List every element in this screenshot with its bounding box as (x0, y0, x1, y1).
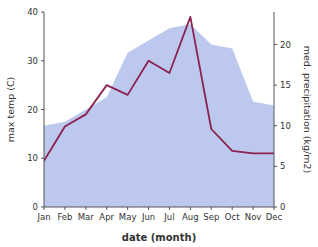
y2-tick-label: 0 (280, 202, 285, 212)
x-tick (190, 207, 191, 210)
y2-tick-label: 5 (280, 161, 285, 171)
x-tick (64, 207, 65, 210)
y2-tick (274, 207, 277, 208)
x-tick-label: Mar (78, 212, 95, 222)
y-tick (41, 12, 44, 13)
x-tick (85, 207, 86, 210)
y-tick (41, 207, 44, 208)
y2-axis-label: med. precipitation (kg/m2) (302, 46, 313, 173)
x-tick (211, 207, 212, 210)
x-tick-label: May (119, 212, 137, 222)
y-tick (41, 60, 44, 61)
x-tick-label: Jul (163, 212, 174, 222)
x-tick-label: Oct (225, 212, 240, 222)
x-tick (253, 207, 254, 210)
x-tick-label: Jan (36, 212, 50, 222)
y2-tick (274, 44, 277, 45)
x-tick-label: Apr (99, 212, 114, 222)
y-axis-label: max temp (C) (5, 77, 16, 143)
y-tick-label: 10 (27, 153, 38, 163)
chart: JanFebMarAprMayJunJulAugSepOctNovDec0102… (0, 0, 318, 247)
x-tick-label: Feb (57, 212, 72, 222)
x-tick-label: Jun (141, 212, 155, 222)
y-tick-label: 0 (33, 202, 38, 212)
y-tick-label: 40 (27, 7, 38, 17)
x-tick-label: Dec (266, 212, 283, 222)
y2-tick-label: 20 (280, 40, 291, 50)
x-tick-label: Sep (203, 212, 219, 222)
y-tick (41, 158, 44, 159)
x-tick (148, 207, 149, 210)
x-tick-label: Aug (182, 212, 199, 222)
y2-tick (274, 166, 277, 167)
x-tick (232, 207, 233, 210)
x-axis-label: date (month) (122, 232, 196, 243)
y-tick-label: 30 (27, 56, 38, 66)
area (44, 24, 274, 207)
y-tick (41, 109, 44, 110)
plot-area (44, 17, 274, 207)
y2-tick (274, 125, 277, 126)
y2-tick-label: 10 (280, 121, 291, 131)
x-tick-label: Nov (245, 212, 262, 222)
x-tick (169, 207, 170, 210)
x-tick (127, 207, 128, 210)
y2-tick-label: 15 (280, 80, 291, 90)
line (44, 17, 274, 161)
y2-tick (274, 85, 277, 86)
y-tick-label: 20 (27, 105, 38, 115)
x-tick (106, 207, 107, 210)
y2-axis-line (274, 12, 275, 207)
x-axis-line (44, 207, 274, 208)
